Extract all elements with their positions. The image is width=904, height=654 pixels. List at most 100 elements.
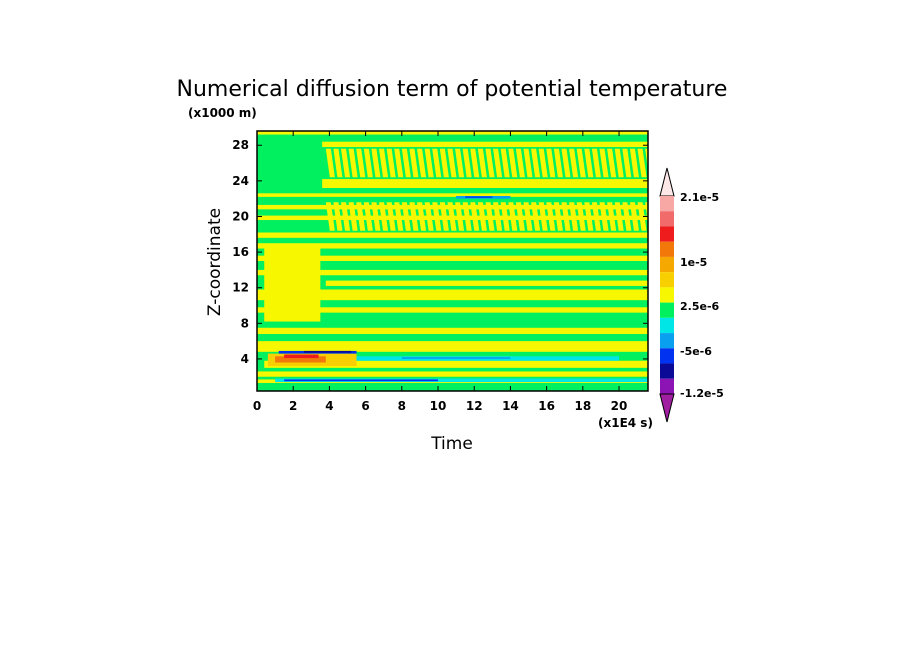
y-tick-label: 24: [232, 174, 249, 188]
y-tick-label: 20: [232, 209, 249, 223]
heatmap-streak: [409, 202, 419, 231]
colorbar-label: 2.1e-5: [680, 191, 719, 204]
heatmap-streak: [515, 148, 525, 178]
heatmap-streak: [599, 202, 609, 231]
heatmap-field: [257, 131, 648, 391]
heatmap-streak: [500, 202, 510, 231]
heatmap-streak: [629, 202, 639, 231]
colorbar-segment: [660, 348, 674, 364]
heatmap-band: [275, 378, 648, 383]
heatmap-band: [257, 307, 648, 313]
heatmap-streak: [637, 202, 647, 231]
heatmap-band: [284, 354, 319, 359]
colorbar-segment: [660, 333, 674, 349]
colorbar-segment: [660, 256, 674, 273]
heatmap-streak: [386, 202, 396, 231]
heatmap-band: [325, 280, 648, 286]
heatmap-bands: [257, 131, 648, 383]
colorbar-segment: [660, 196, 674, 212]
heatmap-streak: [622, 202, 632, 231]
heatmap-streak: [432, 148, 442, 178]
heatmap-streak: [569, 202, 579, 231]
plot-frame: [256, 130, 649, 392]
heatmap-streak: [508, 202, 518, 231]
heatmap-streak: [462, 202, 472, 231]
x-axis-title: Time: [430, 434, 473, 454]
heatmap-streak: [379, 148, 389, 178]
colorbar-label: 2.5e-6: [680, 300, 720, 313]
heatmap-band: [257, 341, 648, 352]
heatmap-streak: [348, 148, 358, 178]
heatmap-streak: [379, 202, 389, 231]
heatmap-band: [257, 255, 648, 261]
x-tick-label: 14: [502, 399, 519, 413]
heatmap-streak: [553, 202, 563, 231]
heatmap-streak: [455, 202, 465, 231]
heatmap-streak: [614, 202, 624, 231]
heatmap-band: [257, 269, 648, 276]
heatmap-band: [257, 371, 648, 377]
colorbar-label: 1e-5: [680, 256, 707, 269]
heatmap-streak: [439, 148, 449, 178]
x-tick-label: 0: [253, 399, 261, 413]
heatmap-streak: [447, 148, 457, 178]
heatmap-streak: [363, 202, 373, 231]
heatmap-band: [284, 379, 439, 382]
colorbar-segment: [660, 226, 674, 242]
heatmap-band: [304, 350, 352, 353]
x-tick-label: 10: [430, 399, 447, 413]
heatmap-streak: [477, 148, 487, 178]
heatmap-streak: [394, 202, 404, 231]
heatmap-streak: [470, 148, 480, 178]
heatmap-streak: [546, 202, 556, 231]
x-tick-label: 6: [361, 399, 369, 413]
heatmap-streak: [561, 202, 571, 231]
y-tick-label: 16: [232, 245, 249, 259]
heatmap-streak: [584, 202, 594, 231]
heatmap-streak: [401, 148, 411, 178]
x-tick-label: 16: [538, 399, 555, 413]
x-tick-label: 12: [466, 399, 483, 413]
heatmap-band: [401, 357, 511, 359]
heatmap-streak: [629, 148, 639, 178]
heatmap-band: [257, 193, 648, 197]
heatmap-streak: [531, 148, 541, 178]
heatmap-streak: [371, 148, 381, 178]
heatmap-streak: [363, 148, 373, 178]
heatmap-streak: [462, 148, 472, 178]
y-tick-label: 8: [241, 316, 249, 330]
x-unit-label: (x1E4 s): [598, 416, 653, 430]
heatmap-streak: [561, 148, 571, 178]
heatmap-streak: [401, 202, 411, 231]
heatmap-streak: [622, 148, 632, 178]
heatmap-band: [257, 327, 648, 335]
chart-title: Numerical diffusion term of potential te…: [177, 77, 728, 102]
heatmap-streak: [553, 148, 563, 178]
heatmap-streak: [591, 202, 601, 231]
colorbar: 2.1e-5 1e-5 2.5e-6 -5e-6 -1.2e-5: [659, 167, 724, 423]
heatmap-streak: [546, 148, 556, 178]
y-axis-ticks: 4 8 12 16 20 24 28: [232, 138, 648, 366]
colorbar-segment: [660, 317, 674, 334]
heatmap-streak: [584, 148, 594, 178]
heatmap-streak: [485, 202, 495, 231]
heatmap-band: [257, 131, 648, 135]
x-tick-label: 2: [289, 399, 297, 413]
heatmap-band: [322, 179, 648, 188]
heatmap-streak: [599, 148, 609, 178]
heatmap-streak: [455, 148, 465, 178]
heatmap-streak: [493, 202, 503, 231]
heatmap-band: [465, 196, 493, 198]
heatmap-streak: [493, 148, 503, 178]
colorbar-max-arrow: [659, 167, 675, 197]
heatmap-band: [264, 360, 648, 368]
heatmap-streak: [614, 148, 624, 178]
heatmap-streak: [340, 148, 351, 178]
y-tick-label: 4: [241, 352, 249, 366]
heatmap-streak: [500, 148, 510, 178]
heatmap-streak: [470, 202, 480, 231]
x-tick-label: 18: [574, 399, 591, 413]
heatmap-streak: [424, 148, 434, 178]
y-tick-label: 12: [232, 281, 249, 295]
heatmap-streak: [591, 148, 601, 178]
